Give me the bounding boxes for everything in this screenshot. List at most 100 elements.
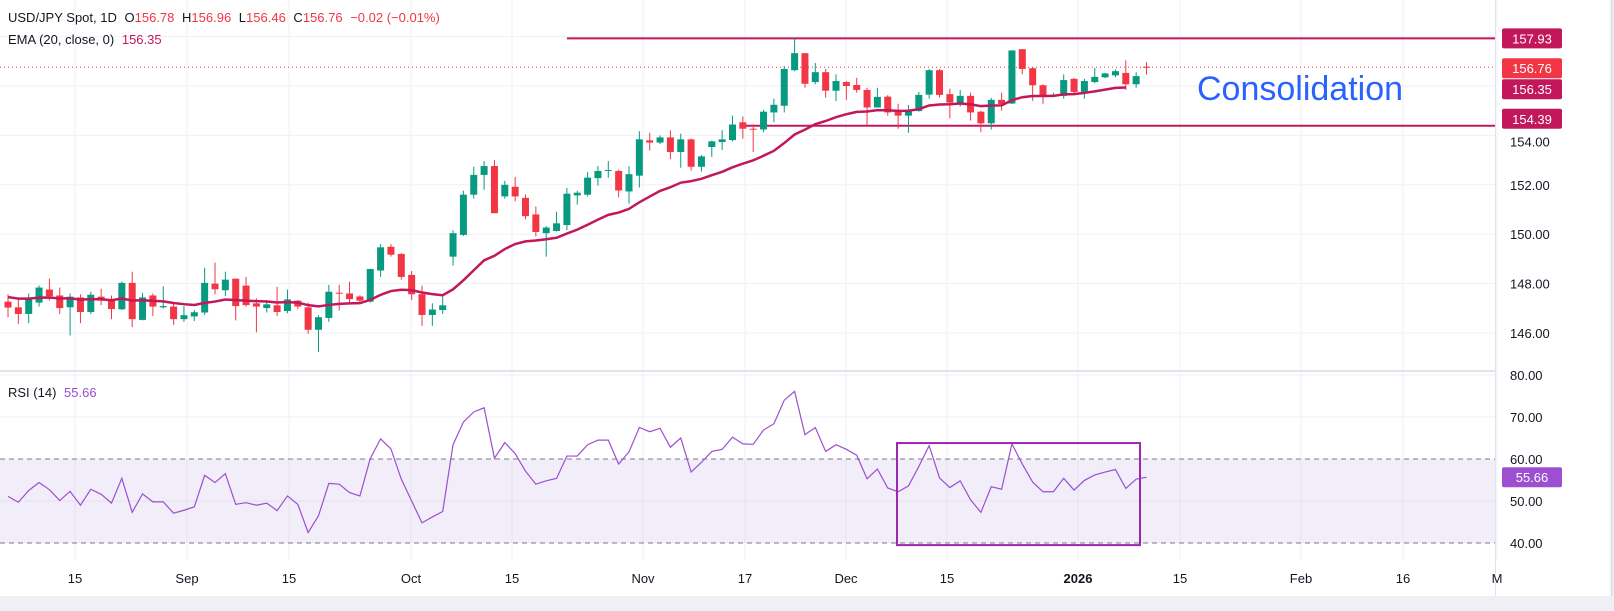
candle <box>1008 50 1016 105</box>
candle <box>87 291 95 314</box>
candle-body <box>201 282 209 313</box>
candle-body <box>708 141 716 148</box>
time-axis-label: 15 <box>940 571 954 586</box>
candle-body <box>408 274 416 295</box>
candle <box>470 166 478 199</box>
candle-body <box>14 307 22 314</box>
rsi-axis-label: 60.00 <box>1510 452 1543 467</box>
candle <box>1091 67 1099 84</box>
close-label: C <box>293 10 303 25</box>
candle-body <box>45 289 53 297</box>
candle <box>936 68 943 98</box>
ema-line <box>7 86 1126 308</box>
price-axis-label: 152.00 <box>1510 178 1550 193</box>
candle <box>1080 78 1088 99</box>
price-axis-label: 148.00 <box>1510 277 1550 292</box>
candle-body <box>366 269 374 302</box>
candle-body <box>987 99 995 124</box>
bottom-border <box>0 596 1614 611</box>
candle <box>170 303 178 325</box>
candle <box>977 110 985 133</box>
candle <box>56 287 64 314</box>
candle-body <box>377 247 385 271</box>
candle <box>656 135 664 145</box>
candle-body <box>25 298 33 314</box>
candle <box>511 176 519 202</box>
price-tag-label: 156.35 <box>1512 82 1552 97</box>
candle-body <box>780 68 788 106</box>
candle <box>180 306 188 322</box>
candle-body <box>118 282 126 310</box>
candle <box>397 253 405 280</box>
candle-body <box>666 137 674 152</box>
candle <box>604 161 612 178</box>
candle-body <box>76 297 84 313</box>
low-value: 156.46 <box>246 10 286 25</box>
candle-body <box>760 111 768 130</box>
price-axis-label: 150.00 <box>1510 227 1550 242</box>
candle-body <box>511 186 519 197</box>
candle-body <box>315 317 322 330</box>
price-tag <box>1502 28 1562 49</box>
time-axis-label: Dec <box>834 571 858 586</box>
candle <box>66 293 74 336</box>
candle-body <box>604 169 612 171</box>
candle-body <box>273 305 281 313</box>
time-axis-label: 16 <box>1396 571 1410 586</box>
rsi-highlight-box <box>896 442 1141 547</box>
candle <box>428 303 436 326</box>
price-tag-label: 157.93 <box>1512 31 1552 46</box>
candle-body <box>563 193 571 226</box>
candle-body <box>884 96 892 113</box>
candle <box>377 244 385 277</box>
candle <box>791 37 799 72</box>
candle-body <box>1039 85 1047 96</box>
candle-body <box>428 309 436 315</box>
candle-body <box>252 303 260 307</box>
candle <box>822 68 830 98</box>
candle-body <box>749 128 757 130</box>
candle <box>998 92 1006 111</box>
symbol-title: USD/JPY Spot, 1D <box>8 10 117 25</box>
price-axis-label: 146.00 <box>1510 326 1550 341</box>
candle-body <box>956 95 964 105</box>
candle-body <box>1008 50 1016 104</box>
time-axis-label: 15 <box>1173 571 1187 586</box>
candle-body <box>283 299 291 312</box>
candle-body <box>832 81 840 91</box>
candle-body <box>977 111 985 124</box>
candle-body <box>894 110 902 116</box>
price-tag <box>1502 108 1562 129</box>
rsi-tag-label: 55.66 <box>1516 470 1549 485</box>
time-axis-label: Nov <box>631 571 655 586</box>
candle <box>149 293 157 316</box>
candle-body <box>1143 66 1150 68</box>
candle <box>252 298 260 333</box>
candle-body <box>635 139 643 176</box>
candle-body <box>522 197 529 217</box>
candle-body <box>1070 78 1078 92</box>
candle <box>97 288 105 306</box>
candle <box>1143 62 1150 75</box>
candle-body <box>439 305 447 311</box>
candle-body <box>170 306 178 320</box>
candle-body <box>190 312 198 317</box>
candle <box>211 262 219 295</box>
rsi-axis-label: 80.00 <box>1510 368 1543 383</box>
candle <box>739 116 747 139</box>
candle-body <box>853 85 861 90</box>
candle <box>346 281 354 304</box>
candle <box>335 284 343 311</box>
rsi-axis-label: 70.00 <box>1510 410 1543 425</box>
candle <box>708 140 716 157</box>
ema-label: EMA (20, close, 0) <box>8 32 115 47</box>
candle <box>1132 72 1140 88</box>
candle <box>677 133 685 168</box>
candle-body <box>873 96 881 108</box>
candle <box>987 97 995 130</box>
high-value: 156.96 <box>191 10 232 25</box>
candle <box>532 206 540 237</box>
candle <box>325 284 333 322</box>
candle <box>139 292 147 321</box>
